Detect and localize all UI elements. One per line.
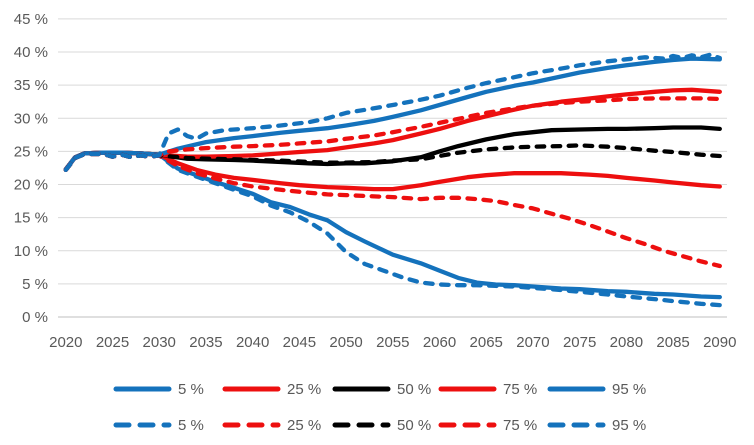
x-axis-tick-label: 2090 — [703, 334, 736, 351]
legend-row-solid: 5 % 25 % 50 % 75 % 95 % — [0, 380, 754, 398]
y-axis-tick-label: 45 % — [14, 11, 48, 28]
x-axis-tick-label: 2020 — [49, 334, 82, 351]
x-axis-tick-label: 2055 — [376, 334, 409, 351]
legend-solid-line-swatch — [222, 386, 281, 392]
legend-dashed-line-swatch — [547, 422, 606, 428]
legend-label: 50 % — [397, 416, 432, 434]
x-axis-tick-label: 2035 — [189, 334, 222, 351]
x-axis-tick-label: 2060 — [423, 334, 456, 351]
legend-item-5%-dashed: 5 % — [113, 416, 204, 434]
x-axis-tick-label: 2065 — [470, 334, 503, 351]
legend-dashed-line-swatch — [222, 422, 281, 428]
x-axis-tick-label: 2045 — [283, 334, 316, 351]
x-axis-tick-label: 2070 — [516, 334, 549, 351]
legend-label: 25 % — [287, 416, 322, 434]
y-axis-tick-label: 20 % — [14, 177, 48, 194]
legend-label: 50 % — [397, 380, 432, 398]
x-axis-tick-label: 2025 — [96, 334, 129, 351]
legend-label: 95 % — [612, 380, 647, 398]
y-axis-tick-label: 35 % — [14, 77, 48, 94]
legend-label: 5 % — [178, 416, 204, 434]
legend-item-50%-dashed: 50 % — [332, 416, 432, 434]
series-95%-solid-line — [63, 56, 722, 172]
plot-area: 45 %40 %35 %30 %25 %20 %15 %10 %5 %0 %20… — [14, 11, 737, 351]
y-axis-tick-label: 0 % — [22, 309, 48, 326]
series-25%-solid-line — [63, 150, 722, 192]
y-axis-tick-label: 15 % — [14, 210, 48, 227]
series-5%-dashed-line — [63, 151, 722, 308]
legend-item-25%-solid: 25 % — [222, 380, 322, 398]
legend-label: 75 % — [503, 380, 538, 398]
y-axis-tick-label: 40 % — [14, 44, 48, 61]
x-axis-tick-label: 2080 — [610, 334, 643, 351]
y-axis-tick-label: 25 % — [14, 143, 48, 160]
x-axis-tick-label: 2085 — [656, 334, 689, 351]
legend-label: 25 % — [287, 380, 322, 398]
y-axis-tick-label: 5 % — [22, 276, 48, 293]
legend-solid-line-swatch — [438, 386, 497, 392]
legend-solid-line-swatch — [113, 386, 172, 392]
legend-dashed-line-swatch — [438, 422, 497, 428]
legend-solid-line-swatch — [547, 386, 606, 392]
legend-item-95%-dashed: 95 % — [547, 416, 647, 434]
legend-dashed-line-swatch — [113, 422, 172, 428]
x-axis-tick-label: 2030 — [143, 334, 176, 351]
legend-item-75%-dashed: 75 % — [438, 416, 538, 434]
legend-row-dashed: 5 % 25 % 50 % 75 % 95 % — [0, 416, 754, 434]
legend-item-75%-solid: 75 % — [438, 380, 538, 398]
legend-item-95%-solid: 95 % — [547, 380, 647, 398]
x-axis-tick-label: 2050 — [329, 334, 362, 351]
legend-label: 95 % — [612, 416, 647, 434]
series-25%-dashed-line — [63, 151, 722, 269]
legend-item-50%-solid: 50 % — [332, 380, 432, 398]
y-axis-tick-label: 30 % — [14, 110, 48, 127]
x-axis-tick-label: 2075 — [563, 334, 596, 351]
series-95%-dashed-line — [63, 52, 722, 173]
legend-item-5%-solid: 5 % — [113, 380, 204, 398]
x-axis-tick-label: 2040 — [236, 334, 269, 351]
legend-label: 75 % — [503, 416, 538, 434]
legend-solid-line-swatch — [332, 386, 391, 392]
legend-label: 5 % — [178, 380, 204, 398]
legend-dashed-line-swatch — [332, 422, 391, 428]
legend-item-25%-dashed: 25 % — [222, 416, 322, 434]
y-axis-tick-label: 10 % — [14, 243, 48, 260]
